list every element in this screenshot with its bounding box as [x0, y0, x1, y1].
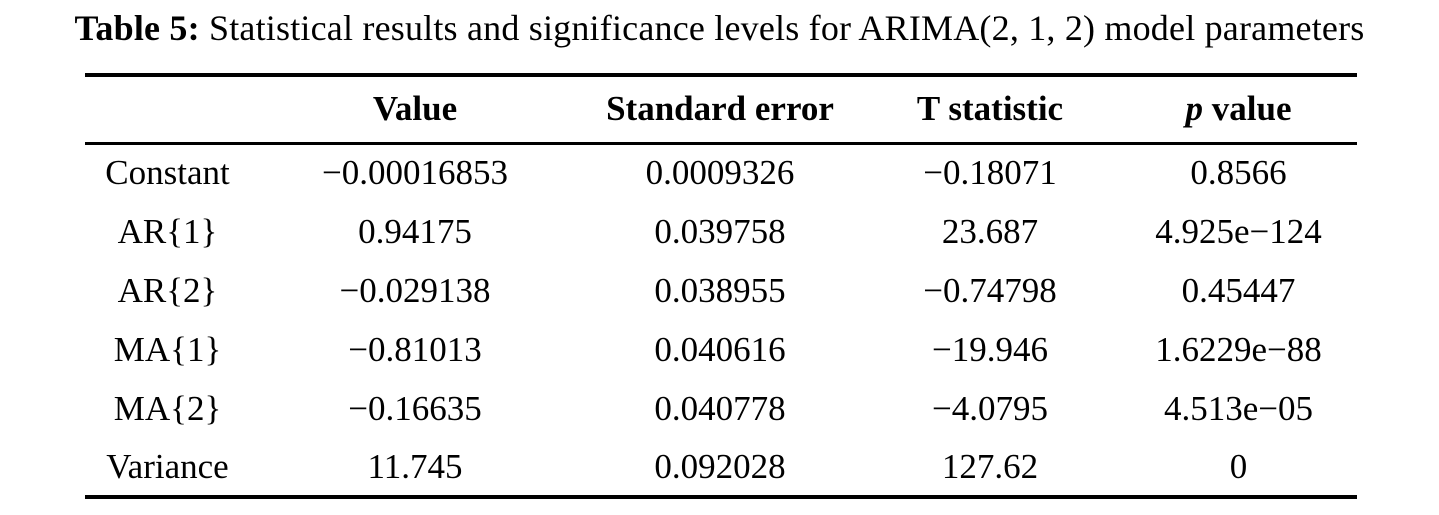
header-p-value: p value [1120, 75, 1357, 143]
cell-parameter: Constant [105, 153, 230, 193]
table-row: Variance 11.745 0.092028 127.62 0 [85, 438, 1357, 497]
caption-text: Statistical results and significance lev… [209, 8, 1365, 48]
cell-p-value: 0 [1229, 446, 1248, 486]
cell-standard-error: 0.038955 [654, 270, 786, 310]
table-row: MA{1} −0.81013 0.040616 −19.946 1.6229e−88 [85, 320, 1357, 379]
cell-standard-error: 0.0009326 [645, 153, 795, 193]
header-row: Value Standard error T statistic p value [85, 75, 1357, 143]
header-param [85, 75, 250, 143]
cell-t-statistic: −0.74798 [923, 270, 1057, 310]
cell-t-statistic: 23.687 [941, 211, 1039, 251]
cell-p-value: 1.6229e−88 [1155, 329, 1322, 369]
cell-value: 0.94175 [358, 211, 472, 251]
cell-value: −0.029138 [339, 270, 491, 310]
cell-value: −0.81013 [348, 329, 482, 369]
header-p-value-italic: p [1185, 89, 1204, 129]
cell-p-value: 0.8566 [1190, 153, 1287, 193]
cell-value: −0.00016853 [322, 153, 508, 193]
cell-value: −0.16635 [348, 388, 482, 428]
cell-standard-error: 0.040616 [654, 329, 786, 369]
cell-parameter: AR{2} [117, 270, 218, 310]
cell-t-statistic: −4.0795 [932, 388, 1048, 428]
cell-t-statistic: −0.18071 [923, 153, 1057, 193]
arima-parameters-table: Value Standard error T statistic p value… [85, 73, 1357, 499]
cell-parameter: Variance [106, 446, 229, 486]
table-body: Constant −0.00016853 0.0009326 −0.18071 0.85… [85, 143, 1357, 497]
header-p-value-rest: value [1211, 89, 1292, 129]
table-row: AR{1} 0.94175 0.039758 23.687 4.925e−124 [85, 202, 1357, 261]
table-row: AR{2} −0.029138 0.038955 −0.74798 0.45447 [85, 261, 1357, 320]
cell-parameter: MA{1} [113, 329, 222, 369]
header-t-statistic: T statistic [916, 89, 1064, 129]
cell-value: 11.745 [367, 446, 463, 486]
table-row: Constant −0.00016853 0.0009326 −0.18071 0.85… [85, 143, 1357, 202]
cell-parameter: MA{2} [113, 388, 222, 428]
cell-t-statistic: −19.946 [932, 329, 1048, 369]
cell-standard-error: 0.092028 [654, 446, 786, 486]
table-caption: Table 5: Statistical results and signifi… [0, 0, 1439, 52]
header-value: Value [372, 89, 458, 129]
cell-standard-error: 0.039758 [654, 211, 786, 251]
header-standard-error: Standard error [606, 89, 834, 129]
table-row: MA{2} −0.16635 0.040778 −4.0795 4.513e−05 [85, 379, 1357, 438]
cell-t-statistic: 127.62 [941, 446, 1039, 486]
caption-label: Table 5: [74, 8, 200, 48]
cell-p-value: 4.513e−05 [1163, 388, 1314, 428]
cell-p-value: 0.45447 [1181, 270, 1296, 310]
cell-standard-error: 0.040778 [654, 388, 786, 428]
cell-p-value: 4.925e−124 [1155, 211, 1322, 251]
cell-parameter: AR{1} [117, 211, 218, 251]
